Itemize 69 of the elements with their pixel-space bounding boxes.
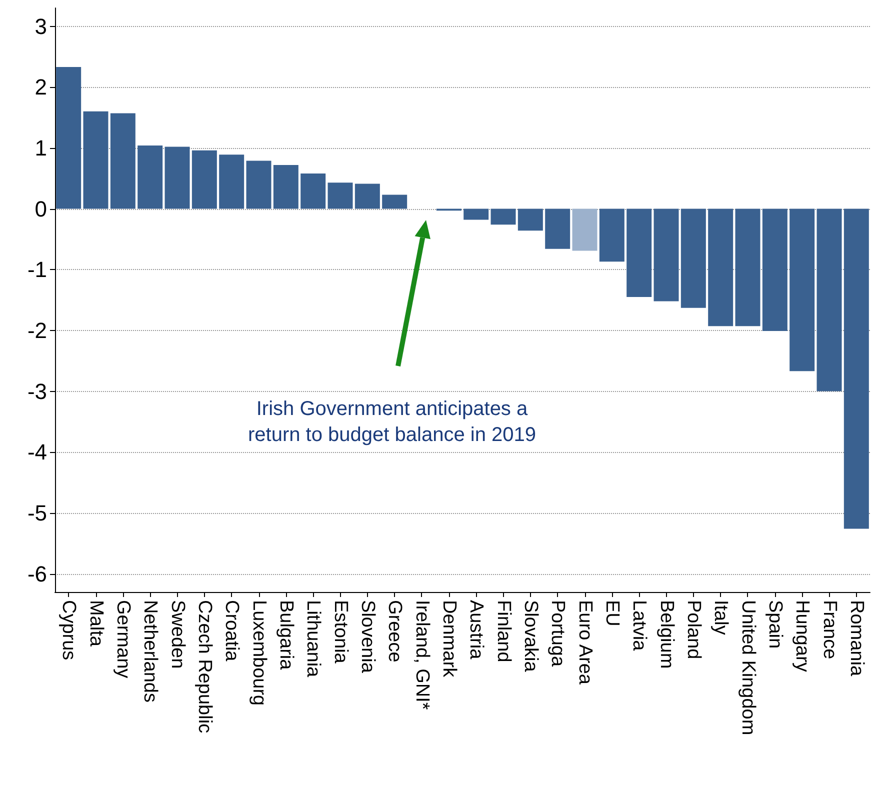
y-tick-label: -6 (27, 561, 47, 586)
bar (464, 208, 489, 220)
bar (110, 113, 136, 209)
bar (246, 160, 272, 209)
bar (816, 208, 842, 392)
x-tick-label: Euro Area (574, 600, 596, 685)
y-tick-label: 0 (34, 196, 47, 222)
bar (790, 208, 815, 372)
x-tick-label: EU (601, 600, 622, 626)
bar (56, 67, 82, 209)
x-tick-label: Lithuania (302, 600, 324, 678)
bar (762, 208, 788, 332)
x-tick-label: Czech Republic (194, 600, 215, 734)
y-tick-label: 3 (34, 14, 47, 39)
x-tick-label: United Kingdom (737, 600, 758, 736)
x-tick-label: France (818, 600, 840, 660)
bar (382, 194, 408, 209)
x-tick-label: Romania (846, 600, 867, 676)
x-tick-label: Slovakia (520, 600, 541, 672)
bar (680, 208, 706, 308)
x-tick-label: Slovenia (356, 600, 378, 674)
y-tick-label: 2 (34, 74, 47, 100)
annotation: Irish Government anticipates a return to budget balance in 2019 (248, 398, 536, 446)
bar (626, 208, 652, 297)
x-tick-label: Finland (492, 600, 514, 662)
bar (83, 111, 108, 209)
x-tick-label: Belgium (656, 600, 677, 669)
bar (735, 208, 760, 326)
bar (164, 146, 190, 209)
y-tick-label: -4 (27, 440, 47, 465)
x-tick-label: Latvia (628, 600, 650, 652)
bar (328, 182, 353, 209)
x-tick-label: Ireland, GNI* (411, 600, 432, 710)
x-tick-label: Netherlands (140, 600, 161, 702)
x-tick-label: Hungary (792, 600, 813, 672)
x-tick-label: Poland (682, 600, 704, 660)
bar (192, 150, 217, 209)
bar (300, 173, 326, 209)
x-tick-label: Portuga (547, 600, 568, 667)
x-tick-label: Estonia (330, 600, 351, 664)
y-tick-label: -3 (27, 378, 47, 404)
x-tick-label: Italy (710, 600, 732, 636)
y-tick-label: -1 (27, 257, 47, 282)
x-tick-label: Greece (384, 600, 406, 662)
bar (654, 208, 679, 302)
bar (138, 145, 163, 209)
bar (599, 208, 624, 262)
bar (545, 208, 570, 249)
x-tick-label: Malta (85, 600, 106, 647)
x-tick-label: Denmark (438, 600, 460, 678)
x-tick-label: Spain (764, 600, 786, 649)
bar (219, 154, 244, 209)
bar (572, 208, 598, 251)
bar (490, 208, 516, 225)
y-tick-label: 1 (34, 135, 47, 160)
bar (518, 208, 543, 231)
bar (708, 208, 734, 326)
x-tick-label: Croatia (221, 600, 242, 662)
y-tick-label: -5 (27, 500, 47, 526)
bar (354, 184, 380, 209)
x-tick-label: Bulgaria (275, 600, 296, 670)
x-tick-label: Cyprus (58, 600, 80, 660)
y-tick-label: -2 (27, 318, 47, 343)
bar (844, 208, 869, 529)
bar (273, 164, 298, 209)
x-tick-label: Sweden (166, 600, 188, 669)
x-tick-label: Luxembourg (248, 600, 270, 706)
x-tick-label: Austria (466, 600, 487, 660)
x-tick-label: Germany (112, 600, 134, 679)
